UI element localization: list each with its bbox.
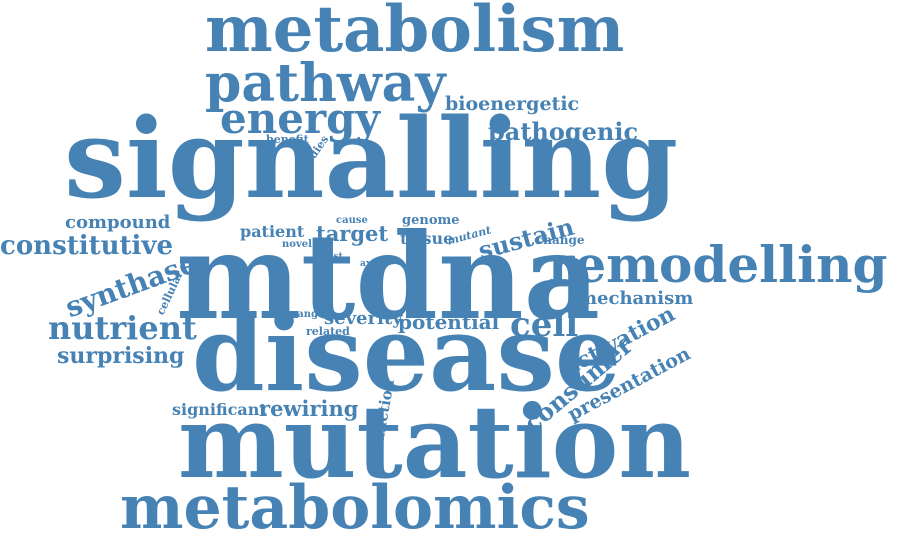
word-surprising: surprising	[57, 343, 185, 369]
word-metabolomics: metabolomics	[120, 473, 590, 543]
word-related: related	[306, 325, 350, 338]
word-change: change	[536, 233, 585, 247]
word-most: most	[318, 252, 343, 262]
word-tissue: tissue	[400, 229, 454, 248]
word-novel: novel	[282, 239, 312, 250]
word-signalling: signalling	[64, 94, 679, 223]
word-remodelling: remodelling	[548, 235, 888, 294]
word-energy: energy	[220, 94, 380, 143]
word-severity: severity	[324, 308, 403, 329]
word-mtdna: mtdna	[176, 207, 601, 346]
word-benefit: benefit	[266, 133, 309, 146]
word-bioenergetic: bioenergetic	[445, 93, 580, 115]
word-pathway: pathway	[205, 53, 446, 114]
word-target: target	[316, 221, 389, 246]
word-metabolism: metabolism	[205, 0, 625, 67]
word-range: range	[292, 309, 325, 320]
word-nutrient: nutrient	[48, 309, 197, 347]
word-disease: disease	[192, 292, 622, 415]
word-potential: potential	[398, 310, 500, 334]
word-mutation: mutation	[178, 383, 692, 501]
word-axis: axis	[360, 259, 380, 269]
word-rewiring: rewiring	[259, 396, 359, 421]
word-compound: compound	[65, 212, 171, 233]
word-pathogenic: pathogenic	[488, 117, 639, 146]
word-significant: significant	[172, 400, 267, 419]
word-patient: patient	[240, 222, 305, 241]
word-mechanism: mechanism	[578, 288, 694, 309]
word-constitutive: constitutive	[0, 231, 174, 261]
word-cause: cause	[336, 215, 368, 226]
word-genome: genome	[402, 213, 460, 228]
word-cell: cell	[510, 305, 579, 345]
